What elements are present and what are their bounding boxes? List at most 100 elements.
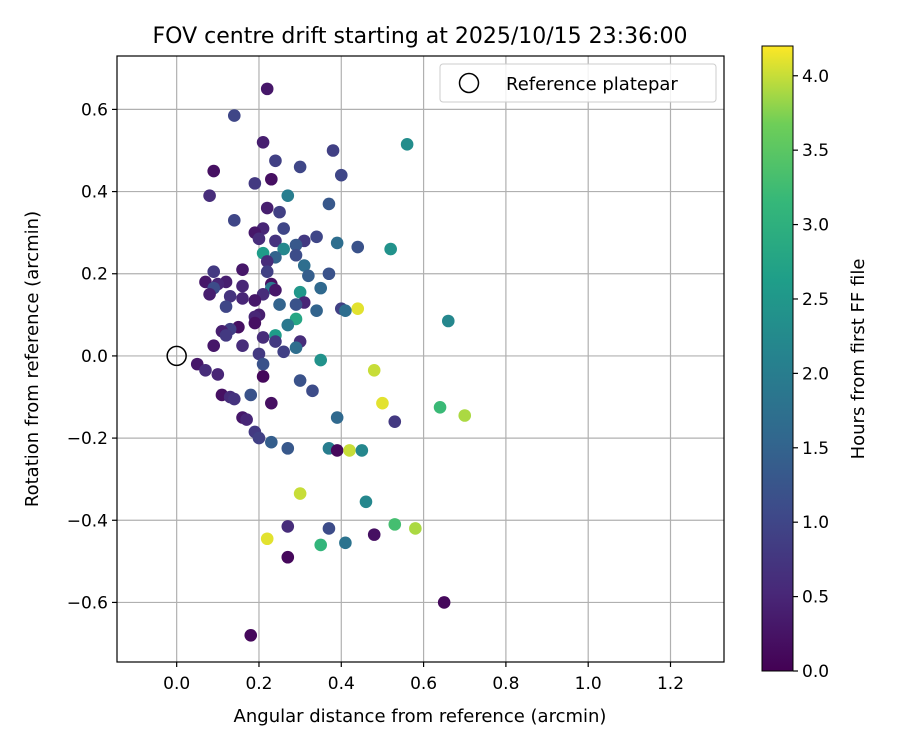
scatter-point: [314, 281, 328, 295]
scatter-point: [207, 164, 221, 178]
scatter-point: [330, 411, 344, 424]
colorbar-tick-label: 1.5: [802, 439, 829, 459]
scatter-point: [351, 240, 365, 254]
scatter-point: [302, 269, 315, 283]
scatter-point: [310, 230, 323, 244]
scatter-point: [293, 374, 307, 387]
scatter-point: [326, 144, 340, 157]
scatter-point: [240, 413, 253, 426]
scatter-point: [310, 304, 323, 318]
colorbar-tick-label: 1.0: [802, 513, 829, 533]
legend-box: [439, 63, 717, 103]
scatter-point: [339, 304, 352, 318]
scatter-point: [330, 236, 344, 250]
scatter-point: [211, 368, 225, 381]
scatter-point: [376, 396, 389, 410]
scatter-point: [289, 341, 303, 355]
scatter-point: [314, 353, 328, 367]
y-axis: −0.6 −0.4 −0.2 0.0 0.2 0.4 0.6: [67, 100, 117, 613]
scatter-point: [334, 168, 348, 182]
scatter-point: [199, 363, 212, 377]
colorbar-tick-label: 0.0: [802, 662, 829, 682]
scatter-point: [367, 528, 381, 541]
scatter-point: [227, 392, 241, 406]
scatter-point: [322, 522, 336, 535]
scatter-point: [269, 234, 282, 248]
scatter-point: [306, 384, 319, 398]
y-tick-label: −0.2: [67, 429, 108, 449]
scatter-point: [289, 298, 303, 311]
scatter-point: [265, 172, 278, 186]
scatter-point: [297, 259, 311, 272]
points-layer: [166, 82, 472, 642]
scatter-point: [359, 495, 373, 509]
scatter-point: [260, 265, 274, 278]
scatter-point: [330, 444, 344, 457]
scatter-point: [248, 316, 262, 330]
scatter-point: [277, 345, 290, 359]
scatter-point: [314, 538, 328, 552]
scatter-point: [252, 347, 266, 361]
x-tick-label: 0.2: [245, 674, 272, 694]
scatter-point: [277, 222, 290, 235]
x-tick-label: 0.0: [163, 674, 190, 694]
scatter-point: [388, 518, 402, 531]
scatter-point: [256, 370, 270, 383]
scatter-point: [367, 363, 381, 377]
scatter-point: [236, 339, 249, 352]
scatter-point: [322, 267, 336, 281]
colorbar-label: Hours from first FF file: [848, 259, 869, 460]
colorbar-tick-label: 2.5: [802, 290, 829, 310]
colorbar: 0.0 0.5 1.0 1.5 2.0 2.5 3.0 3.5 4.0 Hours from f…: [761, 45, 869, 682]
scatter-point: [207, 339, 221, 352]
x-tick-label: 1.0: [575, 674, 602, 694]
x-tick-label: 0.6: [410, 674, 437, 694]
scatter-point: [260, 255, 274, 268]
scatter-point: [339, 536, 352, 550]
scatter-point: [409, 522, 422, 535]
scatter-point: [273, 205, 286, 219]
y-tick-label: 0.6: [81, 100, 108, 120]
scatter-point: [293, 160, 307, 174]
scatter-point: [260, 532, 274, 546]
scatter-point: [433, 400, 447, 414]
x-axis-label: Angular distance from reference (arcmin): [234, 706, 607, 727]
scatter-point: [293, 285, 307, 299]
colorbar-tick-label: 3.0: [802, 216, 829, 236]
scatter-point: [265, 435, 278, 449]
scatter-point: [248, 177, 262, 190]
scatter-point: [400, 138, 414, 151]
x-tick-label: 0.4: [328, 674, 355, 694]
scatter-point: [227, 109, 241, 122]
scatter-point: [281, 442, 295, 455]
scatter-point: [252, 431, 266, 445]
colorbar-tick-label: 0.5: [802, 588, 829, 608]
y-tick-label: 0.0: [81, 347, 108, 367]
scatter-point: [260, 201, 274, 215]
colorbar-tick-label: 3.5: [802, 141, 829, 161]
scatter-point: [269, 154, 282, 168]
scatter-point: [322, 197, 336, 211]
scatter-point: [236, 292, 249, 305]
scatter-point: [355, 444, 369, 457]
scatter-point: [244, 628, 258, 642]
scatter-point: [207, 265, 221, 278]
chart-title: FOV centre drift starting at 2025/10/15 …: [153, 24, 688, 49]
grid-layer: [117, 56, 724, 662]
scatter-point: [269, 283, 282, 297]
scatter-point: [351, 302, 365, 315]
colorbar-gradient: [761, 45, 794, 672]
y-tick-label: −0.4: [67, 511, 108, 531]
scatter-point: [219, 329, 233, 342]
x-axis: 0.0 0.2 0.4 0.6 0.8 1.0 1.2: [163, 662, 684, 694]
scatter-point: [281, 520, 295, 533]
scatter-point: [227, 214, 241, 227]
reference-platepar-marker: [166, 345, 187, 367]
scatter-point: [203, 287, 216, 301]
scatter-point: [265, 396, 278, 410]
scatter-point: [256, 135, 270, 149]
y-tick-label: −0.6: [67, 593, 108, 613]
scatter-point: [219, 300, 233, 313]
scatter-point: [256, 331, 270, 344]
